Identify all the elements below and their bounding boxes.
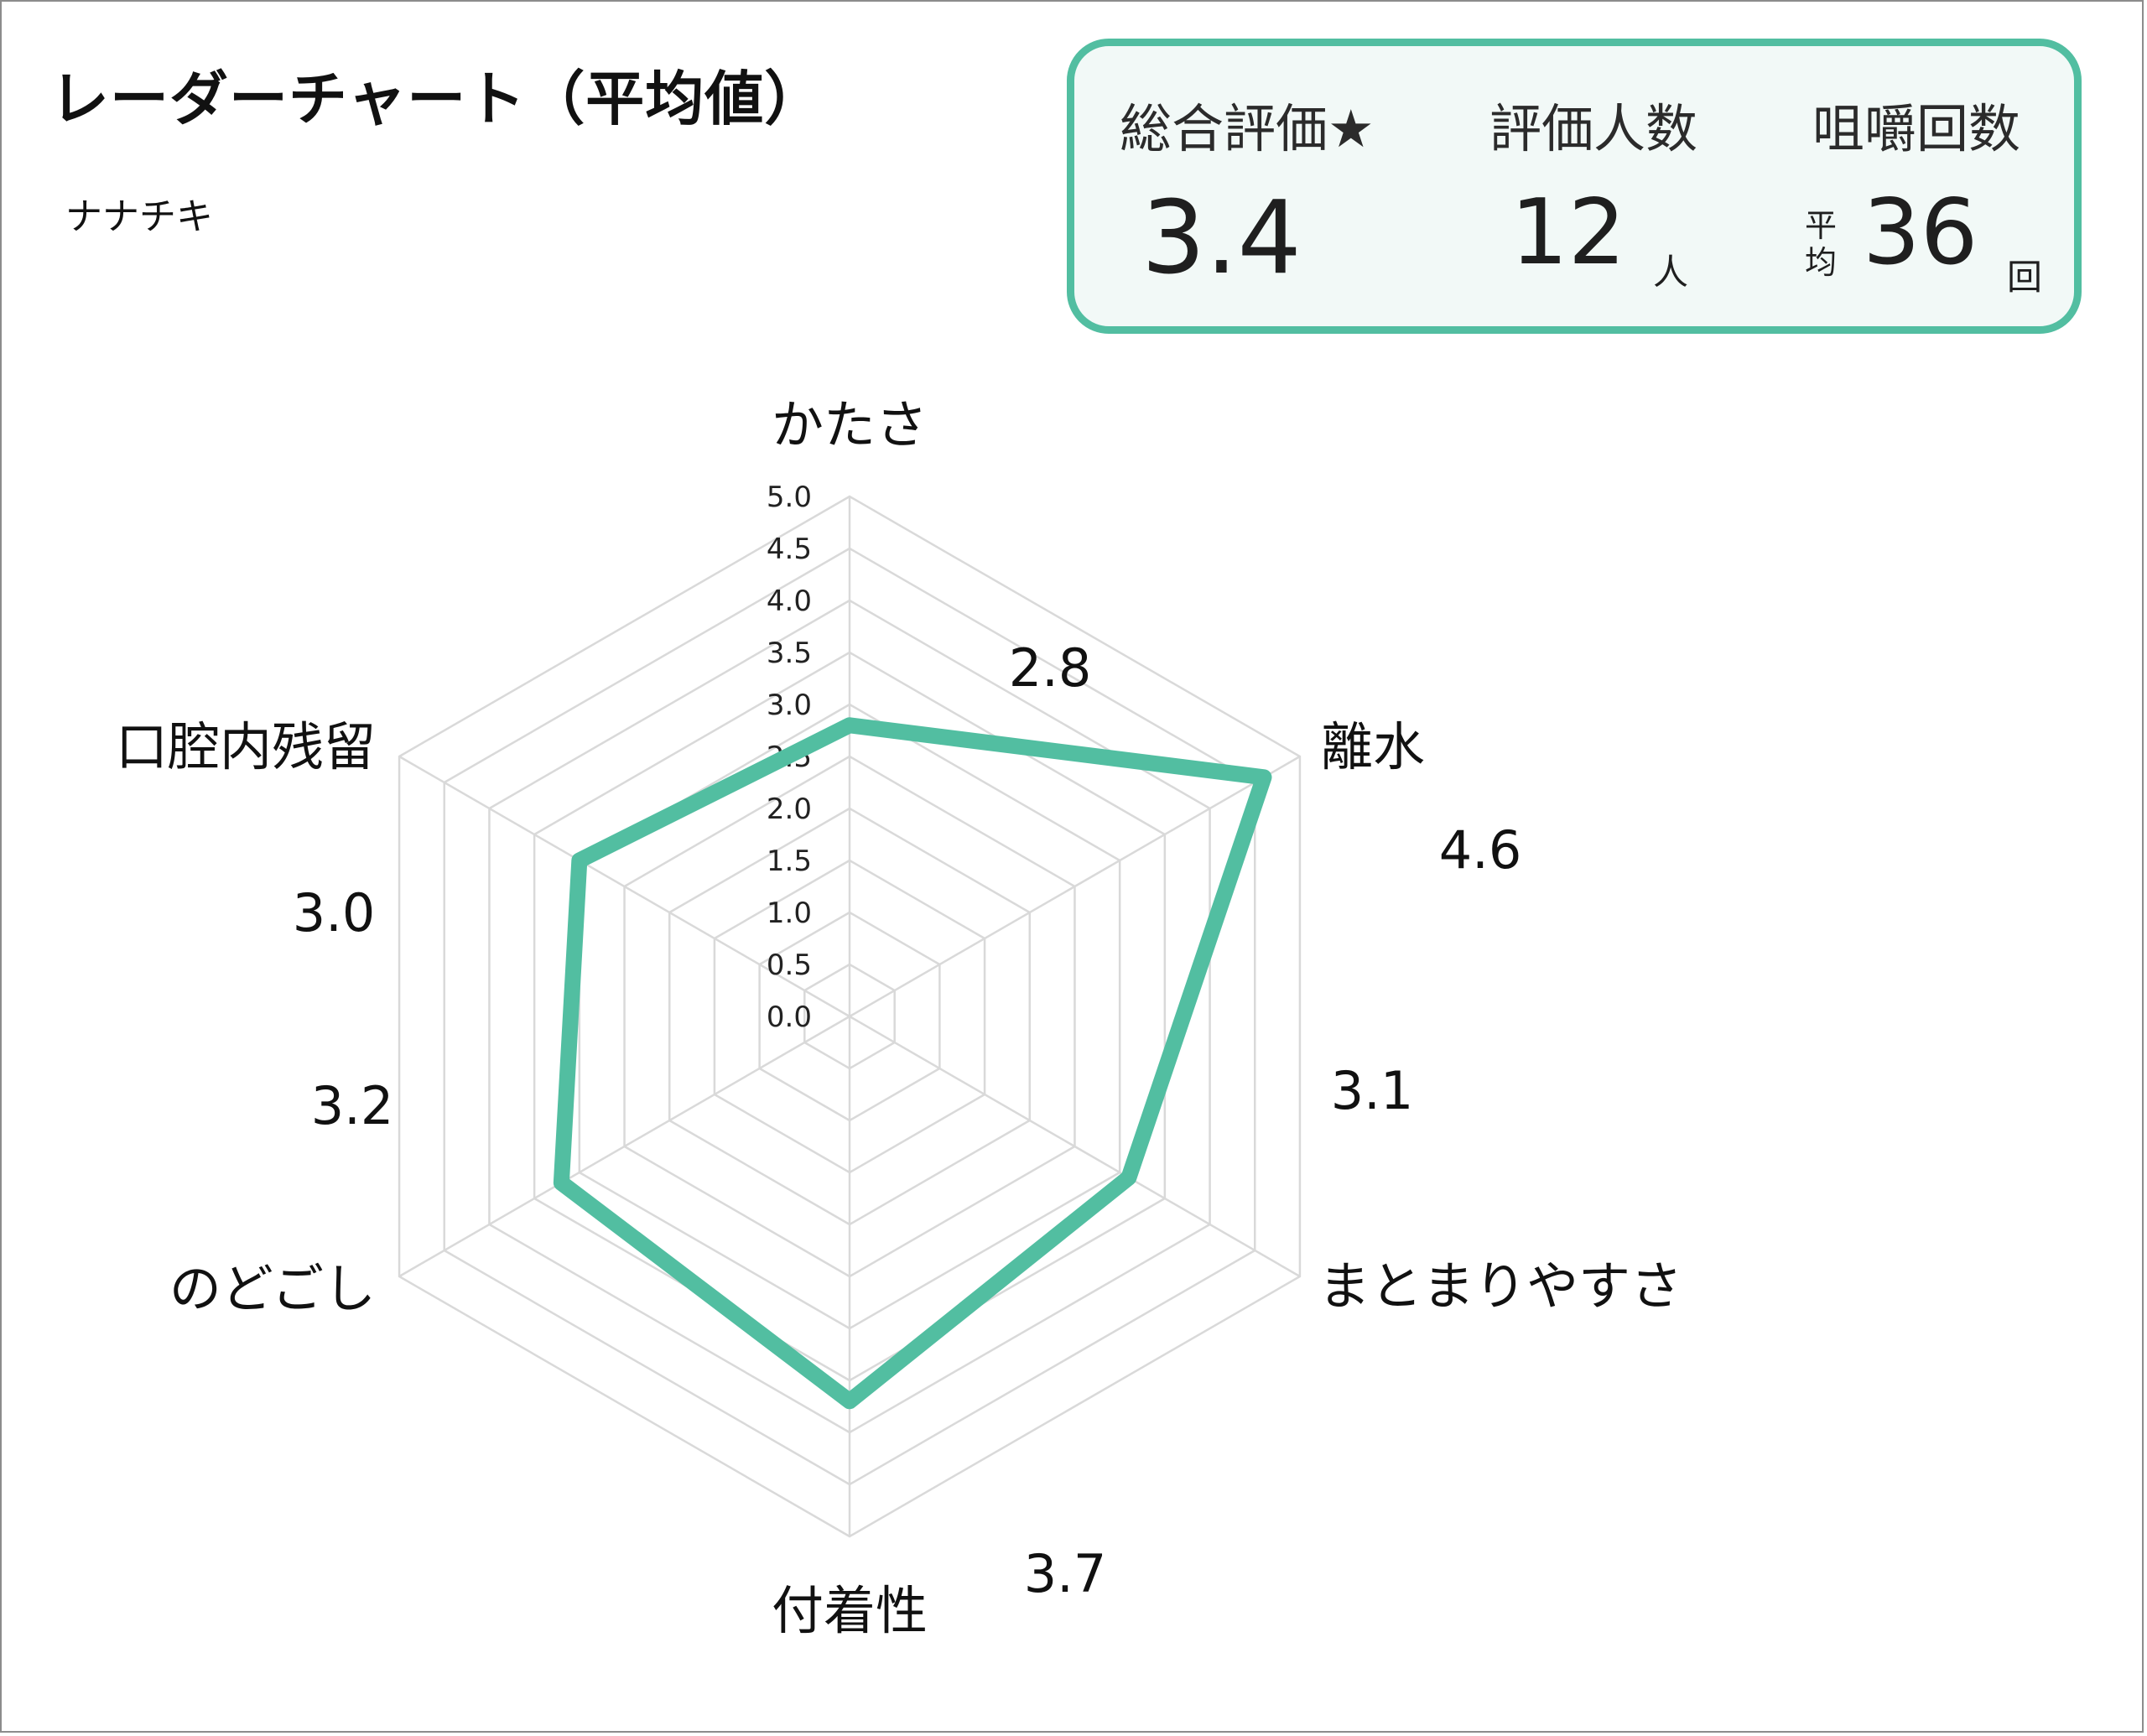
data-point xyxy=(554,1175,569,1191)
axis-label: のどごし xyxy=(169,1258,376,1319)
tick-label: 5.0 xyxy=(767,481,812,514)
data-series-line xyxy=(553,717,1272,1410)
grid-spoke xyxy=(849,1015,1301,1278)
tick-label: 3.0 xyxy=(767,689,812,722)
tick-label: 4.0 xyxy=(767,585,812,618)
product-name: ナナチキ xyxy=(65,195,213,238)
data-point xyxy=(1120,1170,1136,1186)
overall-rating-label: 総合評価★ xyxy=(1120,98,1375,159)
tick-label: 0.5 xyxy=(767,949,812,982)
average-prefix: 平均 xyxy=(1804,207,1837,281)
chew-unit: 回 xyxy=(2007,257,2043,298)
value-label: 3.2 xyxy=(311,1075,394,1136)
summary-panel: 総合評価★ 評価人数 咀嚼回数 3.4 12 人 平均 36 回 xyxy=(1067,39,2082,334)
axis-label: 付着性 xyxy=(772,1580,928,1641)
tick-label: 1.0 xyxy=(767,897,812,930)
tick-label: 0.0 xyxy=(767,1001,812,1034)
axis-label: まとまりやすさ xyxy=(1318,1255,1682,1317)
tick-label: 3.5 xyxy=(767,637,812,670)
value-label: 3.0 xyxy=(293,882,376,943)
overall-rating-value: 3.4 xyxy=(1141,180,1302,297)
raters-unit: 人 xyxy=(1653,252,1689,293)
data-point xyxy=(842,717,857,733)
value-label: 3.1 xyxy=(1331,1060,1414,1121)
grid-spoke xyxy=(398,1015,850,1278)
grid-spoke xyxy=(398,755,850,1018)
raters-count-label: 評価人数 xyxy=(1489,98,1698,159)
data-point xyxy=(571,853,587,868)
raters-count-value: 12 xyxy=(1510,180,1626,285)
axis-label: 離水 xyxy=(1321,716,1425,777)
value-label: 3.7 xyxy=(1024,1543,1107,1604)
chart-title: レーダーチャート（平均値） xyxy=(50,65,824,133)
value-label: 2.8 xyxy=(1009,637,1092,699)
tick-label: 1.5 xyxy=(767,845,812,878)
data-point xyxy=(1255,769,1271,785)
chew-count-value: 36 xyxy=(1863,180,1978,285)
value-label: 4.6 xyxy=(1439,819,1522,881)
tick-label: 4.5 xyxy=(767,533,812,566)
axis-label: 口腔内残留 xyxy=(116,716,376,777)
tick-label: 2.0 xyxy=(767,793,812,826)
chew-count-label: 咀嚼回数 xyxy=(1812,98,2021,159)
axis-label: かたさ xyxy=(772,394,928,455)
data-point xyxy=(842,1393,857,1409)
grid-spoke xyxy=(849,755,1301,1018)
